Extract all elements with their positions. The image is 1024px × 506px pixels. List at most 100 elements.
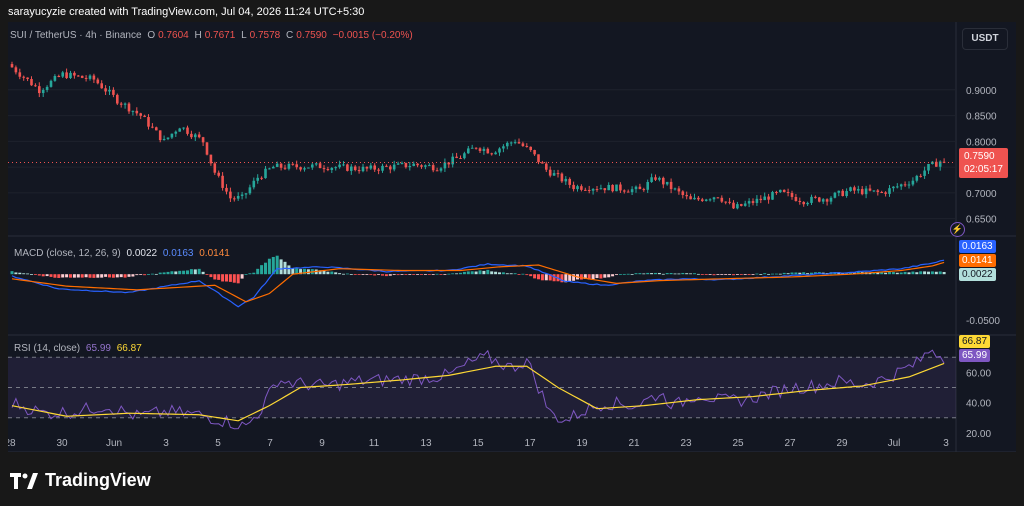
macd-histogram-bar xyxy=(123,274,127,278)
time-tick-label: 27 xyxy=(784,438,796,449)
candle-body xyxy=(599,188,603,190)
candle-body xyxy=(938,161,942,167)
currency-button[interactable]: USDT xyxy=(962,28,1008,50)
macd-histogram-bar xyxy=(267,258,271,275)
candle-body xyxy=(611,184,614,192)
candle-body xyxy=(18,72,22,77)
macd-histogram-bar xyxy=(579,274,583,280)
macd-legend-hist: 0.0022 xyxy=(126,248,158,259)
macd-legend-label[interactable]: MACD (close, 12, 26, 9) xyxy=(14,248,121,259)
macd-histogram-bar xyxy=(76,274,80,278)
macd-histogram-bar xyxy=(615,274,618,276)
candle-body xyxy=(474,147,478,149)
candle-body xyxy=(104,88,107,92)
candle-body xyxy=(751,201,755,203)
candle-body xyxy=(127,103,131,112)
candle-body xyxy=(634,186,638,190)
candle-body xyxy=(205,142,209,155)
time-tick-label: 5 xyxy=(215,438,221,449)
candle-body xyxy=(907,184,911,186)
macd-histogram-bar xyxy=(724,274,728,275)
macd-histogram-bar xyxy=(423,274,427,275)
macd-histogram-bar xyxy=(884,272,888,275)
candle-body xyxy=(229,191,232,199)
candle-body xyxy=(197,134,201,138)
rsi-legend-value: 65.99 xyxy=(85,343,111,354)
macd-histogram-bar xyxy=(404,274,408,275)
candle-body xyxy=(439,168,443,171)
macd-histogram-bar xyxy=(131,274,135,277)
pair-name[interactable]: SUI / TetherUS · 4h · Binance xyxy=(10,30,142,41)
candle-body xyxy=(724,201,727,203)
candle-body xyxy=(275,163,279,167)
candle-body xyxy=(435,170,439,172)
macd-histogram-bar xyxy=(322,270,326,275)
macd-histogram-bar xyxy=(166,271,170,275)
candle-body xyxy=(903,184,907,186)
candle-body xyxy=(747,201,751,204)
candle-body xyxy=(759,198,763,201)
candle-body xyxy=(884,192,887,194)
macd-tag: 0.0163 xyxy=(959,240,996,253)
low-value: 0.7578 xyxy=(249,30,281,41)
macd-histogram-bar xyxy=(466,271,470,275)
candle-body xyxy=(673,188,677,190)
macd-histogram-bar xyxy=(248,273,252,275)
macd-histogram-bar xyxy=(498,272,501,275)
macd-histogram-bar xyxy=(53,274,57,278)
rsi-tick-label: 60.00 xyxy=(966,368,991,379)
macd-histogram-bar xyxy=(911,271,915,275)
candle-body xyxy=(689,196,692,200)
candle-body xyxy=(342,164,345,166)
macd-histogram-bar xyxy=(490,271,494,275)
macd-histogram-bar xyxy=(92,274,96,278)
macd-histogram-bar xyxy=(735,274,739,275)
macd-histogram-bar xyxy=(552,274,556,282)
candle-body xyxy=(490,153,493,155)
candle-body xyxy=(295,164,298,168)
chart-panel[interactable]: 0.90000.85000.80000.75000.70000.6500-0.0… xyxy=(8,22,1016,452)
macd-histogram-bar xyxy=(591,274,595,280)
candle-body xyxy=(170,133,174,138)
candle-body xyxy=(779,189,782,193)
candle-body xyxy=(119,103,123,105)
macd-histogram-bar xyxy=(303,268,306,275)
candle-body xyxy=(896,186,899,188)
rsi-legend-label[interactable]: RSI (14, close) xyxy=(14,343,81,354)
macd-histogram-bar xyxy=(521,273,525,275)
candle-body xyxy=(240,194,244,196)
macd-histogram-bar xyxy=(767,273,771,275)
macd-histogram-bar xyxy=(135,274,139,276)
candle-body xyxy=(880,191,883,193)
candle-body xyxy=(681,191,685,196)
candle-body xyxy=(162,138,166,141)
candle-body xyxy=(576,186,579,190)
lightning-icon[interactable]: ⚡ xyxy=(950,222,965,237)
candle-body xyxy=(587,189,591,191)
time-tick-label: 23 xyxy=(680,438,692,449)
rsi-tick-label: 20.00 xyxy=(966,429,991,440)
candle-body xyxy=(564,178,568,182)
macd-histogram-bar xyxy=(396,274,400,276)
macd-histogram-bar xyxy=(618,274,622,275)
time-tick-label: Jul xyxy=(888,438,901,449)
candle-body xyxy=(311,164,314,168)
histogram-tag: 0.0022 xyxy=(959,268,996,281)
candle-body xyxy=(190,133,193,138)
macd-histogram-bar xyxy=(685,273,689,275)
macd-histogram-bar xyxy=(174,271,178,275)
candle-body xyxy=(80,75,84,78)
candle-body xyxy=(911,180,915,185)
candle-body xyxy=(763,196,766,201)
macd-histogram-bar xyxy=(700,274,704,275)
macd-histogram-bar xyxy=(907,272,911,275)
candle-body xyxy=(307,167,310,169)
macd-histogram-bar xyxy=(693,273,696,275)
chart-canvas[interactable]: 0.90000.85000.80000.75000.70000.6500-0.0… xyxy=(8,22,1016,452)
macd-histogram-bar xyxy=(447,273,451,275)
candle-body xyxy=(638,186,642,190)
time-tick-label: 3 xyxy=(163,438,169,449)
macd-histogram-bar xyxy=(696,273,700,275)
macd-histogram-bar xyxy=(880,272,884,275)
candle-body xyxy=(716,197,720,199)
